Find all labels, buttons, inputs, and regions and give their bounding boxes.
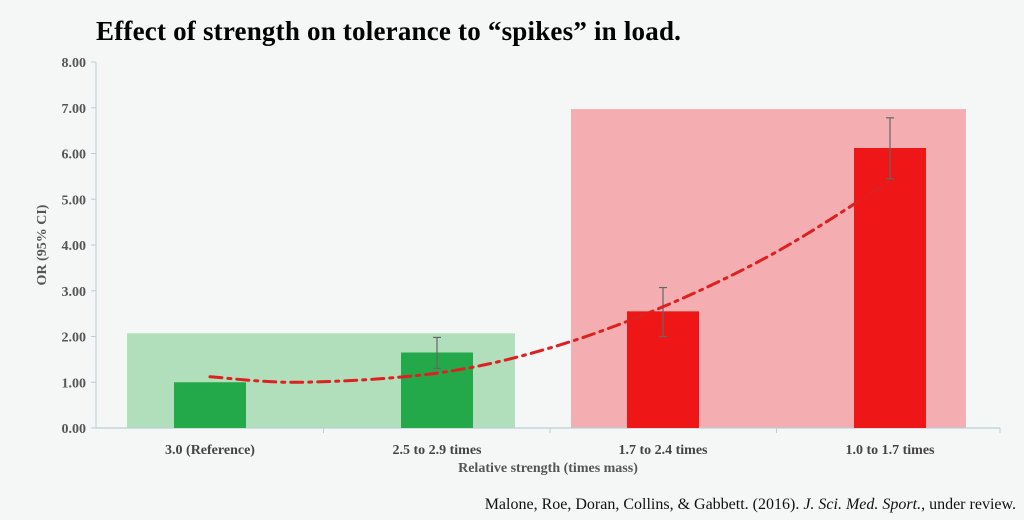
trendline-group	[208, 179, 892, 384]
y-tick-label: 6.00	[62, 148, 87, 163]
error-bars	[433, 117, 894, 370]
x-category-label: 3.0 (Reference)	[165, 443, 255, 458]
citation-authors: Malone, Roe, Doran, Collins, & Gabbett. …	[484, 496, 804, 513]
y-tick-label: 3.00	[62, 285, 87, 300]
citation: Malone, Roe, Doran, Collins, & Gabbett. …	[485, 496, 1016, 514]
y-axis-title: OR (95% CI)	[35, 204, 50, 285]
axis-labels: 0.00 1.00 2.00 3.00 4.00 5.00 6.00 7.00 8.00 3.0 …	[35, 56, 935, 476]
highlight-regions	[127, 109, 966, 428]
x-category-label: 1.7 to 2.4 times	[618, 443, 708, 458]
x-category-label: 2.5 to 2.9 times	[392, 443, 482, 458]
chart-title: Effect of strength on tolerance to “spik…	[96, 16, 682, 46]
y-tick-label: 4.00	[62, 239, 87, 254]
y-tick-label: 2.00	[62, 331, 87, 346]
citation-status: under review.	[925, 496, 1016, 513]
y-tick-label: 0.00	[62, 422, 87, 437]
y-tick-label: 5.00	[62, 193, 87, 208]
citation-journal: J. Sci. Med. Sport.,	[803, 496, 926, 513]
bar	[174, 382, 246, 428]
axes	[91, 61, 1001, 433]
bar	[854, 148, 926, 428]
x-axis-title: Relative strength (times mass)	[458, 461, 638, 476]
y-tick-label: 7.00	[62, 102, 87, 117]
y-tick-label: 1.00	[62, 376, 87, 391]
x-category-label: 1.0 to 1.7 times	[845, 443, 935, 458]
y-tick-label: 8.00	[62, 56, 87, 71]
trendline	[208, 179, 892, 384]
